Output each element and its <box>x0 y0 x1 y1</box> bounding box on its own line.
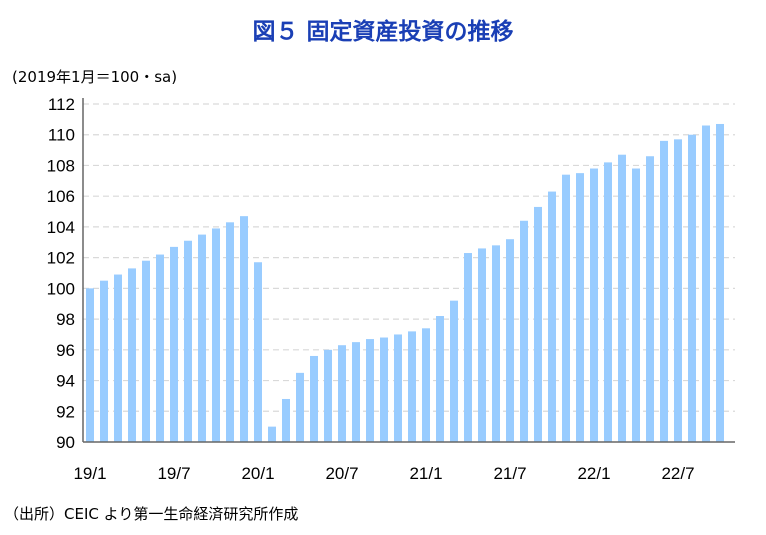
bar-21/11 <box>562 174 570 442</box>
y-tick-label: 100 <box>47 279 75 298</box>
bar-20/8 <box>352 342 360 442</box>
bar-22/6 <box>660 140 668 442</box>
y-tick-label: 102 <box>47 249 75 268</box>
y-tick-label: 92 <box>56 402 75 421</box>
bar-20/10 <box>380 337 388 442</box>
bar-22/5 <box>646 156 654 442</box>
bar-21/9 <box>534 206 542 442</box>
bar-20/7 <box>338 345 346 442</box>
bar-22/10 <box>716 123 724 443</box>
bar-19/8 <box>184 240 192 442</box>
bar-22/4 <box>632 168 640 442</box>
bar-22/3 <box>618 154 626 442</box>
bar-19/7 <box>170 246 178 442</box>
bar-21/8 <box>520 220 528 442</box>
bar-20/2 <box>268 426 276 442</box>
x-tick-label: 19/7 <box>157 464 190 483</box>
bar-19/9 <box>198 234 206 442</box>
bar-20/3 <box>282 398 290 442</box>
bar-20/1 <box>254 262 262 442</box>
y-tick-label: 112 <box>48 95 75 114</box>
bar-21/1 <box>422 328 430 442</box>
chart-title: 図５ 固定資産投資の推移 <box>252 19 514 45</box>
bar-22/2 <box>604 162 612 442</box>
bar-21/7 <box>506 239 514 442</box>
bar-20/4 <box>296 372 304 442</box>
x-tick-label: 19/1 <box>73 464 106 483</box>
bar-19/11 <box>226 222 234 442</box>
y-tick-label: 94 <box>56 372 75 391</box>
x-tick-label: 22/7 <box>661 464 694 483</box>
y-tick-label: 98 <box>56 310 75 329</box>
bar-21/6 <box>492 245 500 442</box>
bar-19/1 <box>86 288 94 442</box>
bar-21/5 <box>478 248 486 442</box>
bar-22/8 <box>688 134 696 442</box>
bar-19/10 <box>212 228 220 442</box>
y-tick-label: 96 <box>56 341 75 360</box>
bar-21/2 <box>436 316 444 442</box>
y-tick-label: 90 <box>56 433 75 452</box>
bar-19/4 <box>128 268 136 442</box>
y-tick-label: 108 <box>47 156 75 175</box>
y-tick-label: 104 <box>47 218 75 237</box>
bar-20/9 <box>366 339 374 442</box>
x-tick-label: 20/1 <box>241 464 274 483</box>
source-note: （出所）CEIC より第一生命経済研究所作成 <box>4 505 299 523</box>
bar-21/3 <box>450 300 458 442</box>
bar-20/6 <box>324 349 332 442</box>
bar-19/6 <box>156 254 164 442</box>
bar-22/9 <box>702 125 710 442</box>
bar-22/7 <box>674 139 682 442</box>
bar-20/11 <box>394 334 402 442</box>
x-tick-label: 20/7 <box>325 464 358 483</box>
bar-19/3 <box>114 274 122 442</box>
x-tick-label: 21/1 <box>409 464 442 483</box>
y-tick-label: 110 <box>48 126 75 145</box>
bar-21/4 <box>464 253 472 442</box>
bar-20/12 <box>408 331 416 442</box>
x-tick-label: 21/7 <box>493 464 526 483</box>
bar-21/10 <box>548 191 556 442</box>
bar-19/2 <box>100 280 108 442</box>
bar-21/12 <box>576 173 584 443</box>
bar-19/5 <box>142 260 150 442</box>
y-axis-unit-label: (2019年1月＝100・sa) <box>12 68 178 86</box>
x-tick-label: 22/1 <box>577 464 610 483</box>
bar-19/12 <box>240 216 248 442</box>
y-tick-label: 106 <box>47 187 75 206</box>
bar-22/1 <box>590 168 598 442</box>
bar-20/5 <box>310 355 318 442</box>
